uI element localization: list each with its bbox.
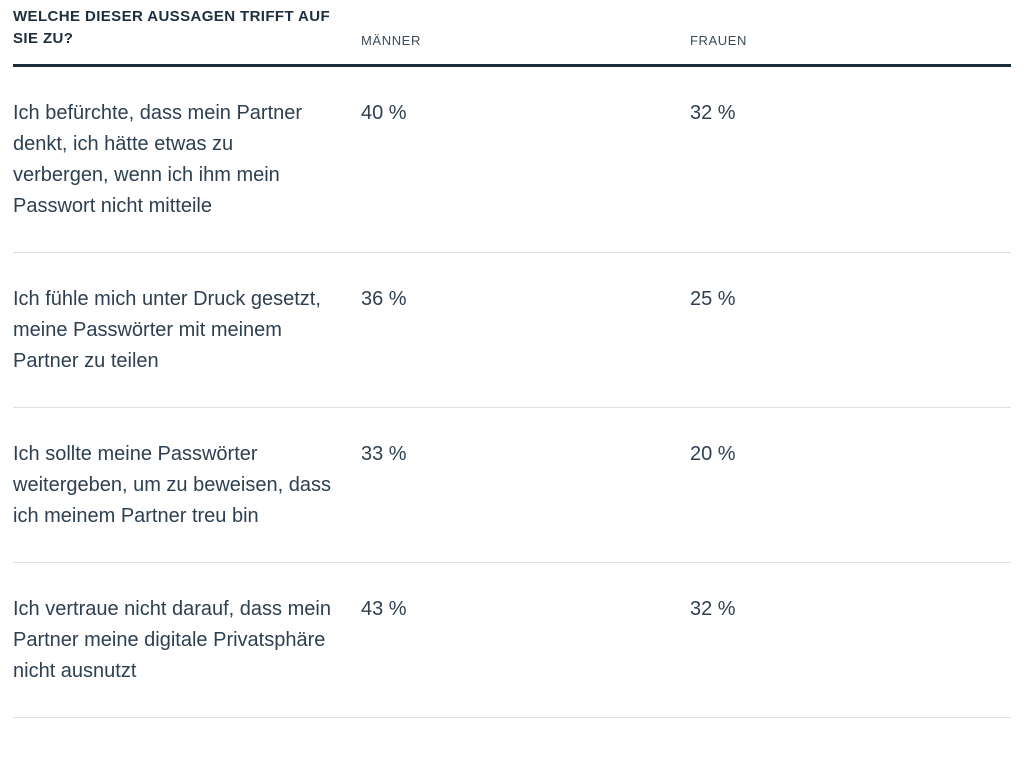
statement-cell: Ich vertraue nicht darauf, dass mein Par… [13, 598, 331, 682]
women-value: 25 % [690, 288, 736, 310]
column-header-men: MÄNNER [361, 33, 421, 48]
table-row: Ich sollte meine Passwörter weitergeben,… [13, 408, 1011, 563]
table-row: Ich befürchte, dass mein Partner denkt, … [13, 67, 1011, 253]
women-value: 20 % [690, 443, 736, 465]
table-header-row: WELCHE DIESER AUSSAGEN TRIFFT AUF SIE ZU… [13, 6, 1011, 67]
table-row: Ich vertraue nicht darauf, dass mein Par… [13, 563, 1011, 718]
column-header-women: FRAUEN [690, 33, 748, 48]
statements-table: WELCHE DIESER AUSSAGEN TRIFFT AUF SIE ZU… [13, 0, 1011, 718]
women-value: 32 % [690, 598, 736, 620]
statement-cell: Ich befürchte, dass mein Partner denkt, … [13, 102, 303, 217]
statement-cell: Ich fühle mich unter Druck gesetzt, mein… [13, 288, 321, 372]
statement-cell: Ich sollte meine Passwörter weitergeben,… [13, 443, 331, 527]
table-row: Ich fühle mich unter Druck gesetzt, mein… [13, 253, 1011, 408]
question-header: WELCHE DIESER AUSSAGEN TRIFFT AUF SIE ZU… [13, 8, 331, 47]
men-value: 43 % [361, 598, 407, 620]
women-value: 32 % [690, 102, 736, 124]
men-value: 33 % [361, 443, 407, 465]
men-value: 40 % [361, 102, 407, 124]
men-value: 36 % [361, 288, 407, 310]
